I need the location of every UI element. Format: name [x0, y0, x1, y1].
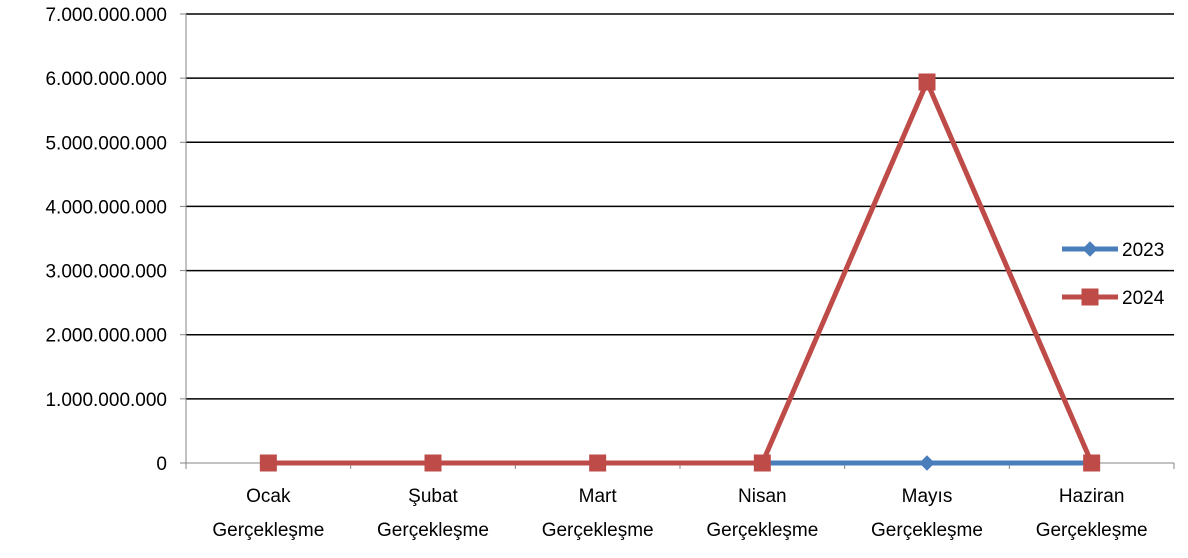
legend-marker — [1082, 241, 1098, 257]
data-point-2024 — [424, 454, 442, 472]
x-tick-label: Şubat — [408, 486, 458, 507]
x-tick-label: Mayıs — [902, 486, 953, 507]
y-tick-label: 2.000.000.000 — [45, 326, 167, 347]
data-point-2023 — [919, 455, 935, 471]
x-tick-label: Gerçekleşme — [542, 520, 654, 541]
x-tick-label: Gerçekleşme — [706, 520, 818, 541]
series-2024 — [259, 73, 1101, 472]
x-tick-label: Gerçekleşme — [377, 520, 489, 541]
series-line-2024 — [268, 79, 1094, 466]
x-tick-label: Gerçekleşme — [871, 520, 983, 541]
grid-lines — [186, 13, 1174, 400]
y-tick-label: 0 — [156, 454, 167, 475]
data-point-2024 — [1083, 454, 1101, 472]
legend-item-2023: 2023 — [1062, 240, 1164, 261]
legend-label: 2024 — [1122, 288, 1165, 309]
y-tick-labels: 0 1.000.000.000 2.000.000.000 3.000.000.000… — [45, 5, 167, 475]
x-tick-label: Gerçekleşme — [1036, 520, 1148, 541]
y-tick-label: 5.000.000.000 — [45, 133, 167, 154]
x-tick-label: Ocak — [246, 486, 291, 507]
data-point-2024 — [753, 454, 771, 472]
legend-label: 2023 — [1122, 240, 1164, 261]
y-tick-label: 7.000.000.000 — [45, 5, 167, 26]
y-tick-label: 4.000.000.000 — [45, 197, 167, 218]
series — [259, 73, 1101, 472]
series-2023 — [754, 455, 1100, 471]
x-tick-labels: Ocak Gerçekleşme Şubat Gerçekleşme Mart Gerçe… — [212, 486, 1147, 541]
data-point-2024 — [589, 454, 607, 472]
legend-marker — [1081, 288, 1099, 306]
legend-item-2024: 2024 — [1062, 288, 1165, 309]
y-tick-label: 6.000.000.000 — [45, 69, 167, 90]
x-tick-label: Haziran — [1059, 486, 1124, 507]
x-tick-label: Nisan — [738, 486, 787, 507]
data-point-2024 — [918, 73, 936, 91]
y-tick-label: 1.000.000.000 — [45, 390, 167, 411]
legend: 2023 2024 — [1062, 240, 1165, 309]
axes — [180, 13, 1175, 469]
x-tick-label: Mart — [579, 486, 618, 507]
y-tick-label: 3.000.000.000 — [45, 262, 167, 283]
data-point-2024 — [259, 454, 277, 472]
x-tick-label: Gerçekleşme — [212, 520, 324, 541]
